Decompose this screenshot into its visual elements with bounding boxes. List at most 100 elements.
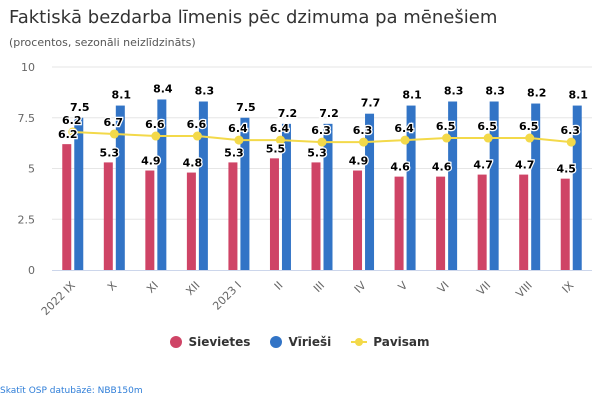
bar-virviesi <box>323 123 333 270</box>
data-label-sievietes: 5.3 <box>224 146 244 159</box>
data-label-pavisam: 6.4 <box>270 122 290 135</box>
point-pavisam <box>109 129 119 139</box>
x-tick-label: XI <box>144 279 161 296</box>
bar-virviesi <box>240 117 250 270</box>
x-tick-label: X <box>105 279 120 294</box>
data-label-sievietes: 4.6 <box>390 161 410 174</box>
bar-sievietes <box>394 176 404 270</box>
chart-legend: Sievietes Vīrieši Pavisam <box>0 335 600 349</box>
data-label-pavisam: 6.5 <box>519 120 539 133</box>
y-tick-label: 2.5 <box>18 213 36 226</box>
x-tick-label: VI <box>435 279 452 296</box>
x-tick-label: 2022 IX <box>39 279 78 318</box>
legend-label-virviesi: Vīrieši <box>288 335 332 349</box>
data-label-pavisam: 6.5 <box>477 120 497 133</box>
data-label-virviesi: 8.3 <box>485 85 505 98</box>
legend-item-virviesi[interactable]: Vīrieši <box>270 335 331 349</box>
x-tick-label: II <box>272 279 286 293</box>
data-label-virviesi: 8.2 <box>527 87 547 100</box>
legend-symbol-virviesi <box>270 336 283 348</box>
bar-sievietes <box>145 170 155 270</box>
x-tick-label: IX <box>560 279 577 296</box>
data-label-pavisam: 6.3 <box>311 124 331 137</box>
point-pavisam <box>525 133 535 143</box>
x-tick-label: 2023 I <box>210 279 244 313</box>
bar-sievietes <box>477 174 487 270</box>
legend-item-pavisam[interactable]: Pavisam <box>351 335 430 349</box>
point-pavisam <box>400 135 410 145</box>
data-label-virviesi: 8.1 <box>568 89 588 102</box>
point-pavisam <box>317 137 327 147</box>
chart-subtitle: (procentos, sezonāli neizlīdzināts) <box>9 36 196 49</box>
point-pavisam <box>192 131 202 141</box>
data-label-pavisam: 6.7 <box>104 116 124 129</box>
data-label-sievietes: 4.9 <box>141 155 161 168</box>
x-tick-label: VII <box>474 279 493 298</box>
data-label-pavisam: 6.5 <box>436 120 456 133</box>
data-label-virviesi: 8.1 <box>402 89 422 102</box>
data-label-virviesi: 7.5 <box>236 101 256 114</box>
legend-label-sievietes: Sievietes <box>188 335 251 349</box>
data-label-sievietes: 5.3 <box>100 146 120 159</box>
data-label-virviesi: 8.4 <box>153 82 173 95</box>
data-label-sievietes: 4.8 <box>183 157 203 170</box>
point-pavisam <box>68 127 78 137</box>
data-label-virviesi: 8.3 <box>444 85 464 98</box>
y-tick-label: 5 <box>28 163 35 176</box>
point-pavisam <box>442 133 452 143</box>
y-tick-label: 0 <box>28 264 35 277</box>
bar-virviesi <box>531 103 541 270</box>
data-label-sievietes: 4.7 <box>515 159 535 172</box>
point-pavisam <box>275 135 285 145</box>
data-label-pavisam: 6.4 <box>228 122 248 135</box>
bar-sievietes <box>560 178 570 270</box>
data-label-sievietes: 5.5 <box>266 142 286 155</box>
legend-label-pavisam: Pavisam <box>373 335 430 349</box>
y-tick-label: 7.5 <box>18 112 36 125</box>
data-label-pavisam: 6.3 <box>560 124 580 137</box>
data-label-sievietes: 4.6 <box>432 161 452 174</box>
bar-sievietes <box>519 174 529 270</box>
source-link[interactable]: Skatīt OSP datubāzē: NBB150m <box>0 386 143 396</box>
bar-virviesi <box>115 105 125 270</box>
data-label-sievietes: 5.3 <box>307 146 327 159</box>
data-label-virviesi: 7.5 <box>70 101 90 114</box>
data-label-virviesi: 7.2 <box>319 107 339 120</box>
point-pavisam <box>151 131 161 141</box>
bar-sievietes <box>103 162 113 270</box>
bar-sievietes <box>436 176 446 270</box>
bar-sievietes <box>311 162 321 270</box>
data-label-virviesi: 8.1 <box>112 89 132 102</box>
bar-virviesi <box>365 113 375 270</box>
bar-virviesi <box>448 101 458 270</box>
bar-virviesi <box>406 105 416 270</box>
data-label-pavisam: 6.6 <box>145 118 165 131</box>
bar-sievietes <box>186 172 196 270</box>
legend-item-sievietes[interactable]: Sievietes <box>170 335 250 349</box>
data-label-virviesi: 7.7 <box>361 97 381 110</box>
bar-virviesi <box>281 123 291 270</box>
data-label-pavisam: 6.3 <box>353 124 373 137</box>
data-label-pavisam: 6.4 <box>394 122 414 135</box>
x-tick-label: V <box>396 279 411 294</box>
data-label-pavisam: 6.6 <box>187 118 207 131</box>
data-label-virviesi: 7.2 <box>278 107 298 120</box>
data-label-pavisam: 6.2 <box>62 114 82 127</box>
data-label-virviesi: 8.3 <box>195 85 215 98</box>
x-tick-label: III <box>311 279 327 295</box>
bar-virviesi <box>572 105 582 270</box>
bar-virviesi <box>489 101 499 270</box>
y-tick-label: 10 <box>21 61 35 74</box>
data-label-sievietes: 4.7 <box>473 159 493 172</box>
legend-symbol-pavisam <box>351 336 368 348</box>
data-label-sievietes: 6.2 <box>58 128 78 141</box>
legend-symbol-sievietes <box>170 336 183 348</box>
bar-virviesi <box>74 117 84 270</box>
data-label-sievietes: 4.5 <box>556 163 576 176</box>
chart-title: Faktiskā bezdarba līmenis pēc dzimuma pa… <box>9 7 498 28</box>
bar-sievietes <box>353 170 363 270</box>
point-pavisam <box>566 137 576 147</box>
bar-sievietes <box>269 158 279 270</box>
x-tick-label: VIII <box>513 279 534 300</box>
